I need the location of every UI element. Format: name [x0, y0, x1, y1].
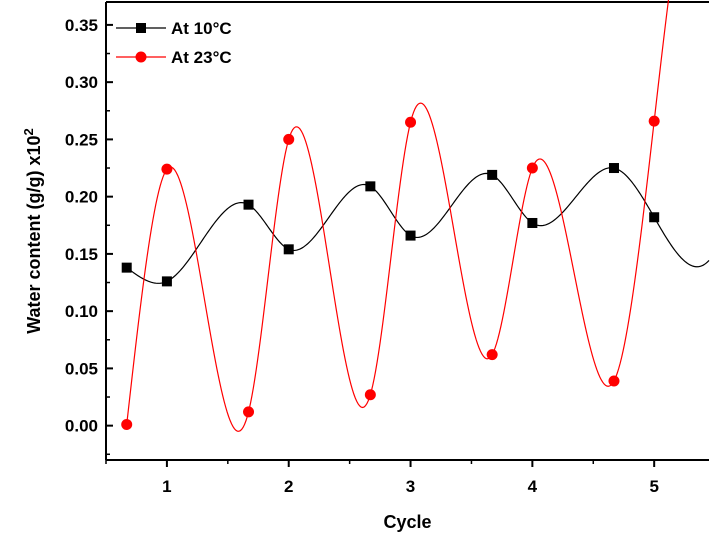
- series-23c-point: [161, 163, 173, 175]
- y-tick-label: 0.20: [65, 188, 98, 207]
- y-tick-label: 0.00: [65, 417, 98, 436]
- series-10c-point: [527, 217, 538, 228]
- series-10c-point: [608, 163, 619, 174]
- x-tick-label: 1: [162, 477, 171, 496]
- series-23c-point: [405, 116, 417, 128]
- series-23c-point: [243, 406, 255, 418]
- series-10c-point: [243, 199, 254, 210]
- series-23c-point: [526, 162, 538, 174]
- series-10c-line: [126, 167, 710, 284]
- series-23c-point: [608, 375, 620, 387]
- legend: At 10°C At 23°C: [116, 19, 232, 67]
- series-10c-point: [365, 181, 376, 192]
- series-10c-point: [487, 169, 498, 180]
- series-10c-point: [405, 230, 416, 241]
- y-tick-label: 0.10: [65, 302, 98, 321]
- y-axis-title: Water content (g/g) x102: [21, 128, 45, 334]
- series-layer: [121, 0, 710, 432]
- x-tick-label: 5: [649, 477, 658, 496]
- legend-label: At 23°C: [171, 48, 232, 67]
- legend-marker: [136, 23, 146, 33]
- y-tick-label: 0.15: [65, 245, 98, 264]
- series-23c-point: [121, 419, 133, 431]
- series-23c-point: [648, 115, 660, 127]
- legend-marker: [135, 51, 147, 63]
- x-tick-label: 4: [528, 477, 538, 496]
- series-10c-point: [283, 244, 294, 255]
- series-10c-point: [121, 262, 132, 273]
- series-23c-point: [283, 133, 295, 145]
- series-10c-point: [649, 212, 660, 223]
- ticks-layer: 0.00 0.05 0.10 0.15 0.20 0.25 0.30 0.35 1 2 3 4 5: [65, 16, 659, 496]
- x-axis-title: Cycle: [383, 512, 431, 532]
- y-tick-label: 0.35: [65, 16, 98, 35]
- x-tick-label: 2: [284, 477, 293, 496]
- axes: [105, 1, 709, 461]
- y-tick-label: 0.25: [65, 130, 98, 149]
- x-tick-label: 3: [406, 477, 415, 496]
- series-23c-point: [486, 349, 498, 361]
- y-tick-label: 0.05: [65, 359, 98, 378]
- series-23c-point: [364, 389, 376, 401]
- legend-item-10c: At 10°C: [116, 19, 232, 38]
- legend-label: At 10°C: [171, 19, 232, 38]
- y-tick-label: 0.30: [65, 73, 98, 92]
- legend-item-23c: At 23°C: [116, 48, 232, 67]
- series-10c-point: [161, 276, 172, 287]
